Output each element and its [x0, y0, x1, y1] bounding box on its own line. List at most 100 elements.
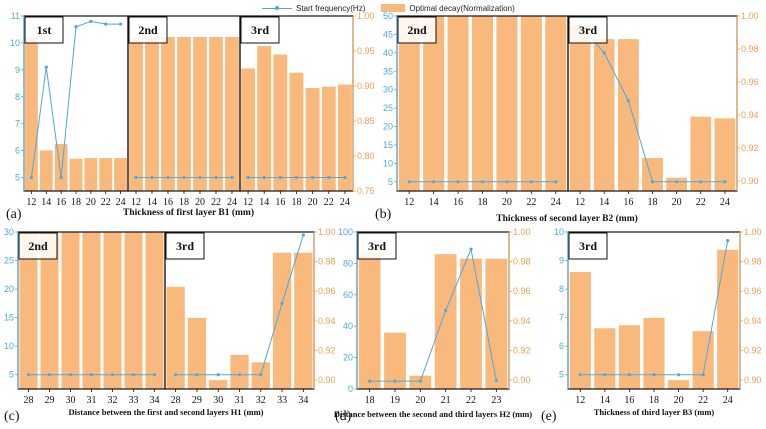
- frequency-point-30: [216, 373, 220, 377]
- left-tick-label: 35: [383, 66, 393, 76]
- x-axis-title: Thickness of first layer B1 (mm): [123, 207, 254, 218]
- x-tick-label: 14: [429, 197, 439, 208]
- left-tick-label: 15: [4, 313, 14, 323]
- bar-b-3rd-16: [617, 39, 639, 192]
- bar-c-2nd-29: [40, 232, 59, 389]
- frequency-point-24: [723, 180, 727, 184]
- left-tick-label: 9: [559, 256, 564, 266]
- legend-item-frequency: Start frequency(Hz): [262, 4, 365, 13]
- bar-c-3rd-30: [209, 380, 228, 389]
- group-label: 2nd: [28, 239, 48, 253]
- frequency-point-20: [311, 175, 315, 180]
- frequency-point-32: [110, 373, 115, 377]
- bar-a-1st-16: [54, 144, 68, 191]
- right-tick-label: 0.90: [513, 375, 531, 385]
- bar-a-3rd-14: [257, 46, 272, 191]
- left-tick-label: 7: [15, 119, 20, 129]
- right-tick-label: 0.94: [318, 316, 336, 326]
- legend-bar-swatch-icon: [381, 4, 406, 12]
- x-tick-label: 18: [365, 395, 375, 406]
- group-label-box: [128, 16, 168, 44]
- frequency-point-20: [198, 175, 202, 180]
- panel-label: (c): [4, 409, 20, 424]
- x-tick-label: 22: [696, 197, 706, 208]
- x-tick-label: 16: [623, 197, 633, 208]
- right-tick-label: 0.95: [357, 46, 375, 56]
- x-tick-label: 29: [192, 395, 202, 406]
- bar-b-2nd-22: [520, 16, 542, 191]
- frequency-point-16: [627, 373, 632, 377]
- group-label: 3rd: [579, 23, 597, 37]
- left-tick-label: 8: [559, 284, 564, 294]
- bar-d-3rd-18: [358, 252, 381, 389]
- frequency-point-18: [368, 379, 372, 383]
- left-tick-label: 7: [559, 313, 564, 323]
- left-tick-label: 60: [343, 290, 353, 300]
- x-tick-label: 14: [41, 197, 51, 208]
- x-tick-label: 20: [674, 395, 684, 406]
- bar-c-2nd-33: [124, 232, 143, 389]
- frequency-point-24: [343, 175, 347, 180]
- group-label: 3rd: [251, 23, 269, 37]
- right-tick-label: 1.00: [513, 227, 531, 237]
- bar-a-3rd-16: [273, 54, 288, 191]
- right-tick-label: 0.96: [318, 286, 336, 296]
- x-tick-label: 16: [56, 197, 66, 208]
- x-tick-label: 12: [26, 197, 36, 208]
- x-tick-label: 24: [116, 197, 126, 208]
- bar-a-3rd-18: [289, 72, 304, 191]
- right-tick-label: 0.80: [357, 151, 375, 161]
- bar-a-2nd-22: [209, 37, 223, 191]
- x-tick-label: 20: [415, 395, 425, 406]
- bar-a-1st-12: [25, 37, 38, 191]
- left-tick-label: 20: [4, 284, 14, 294]
- left-tick-label: 6: [15, 146, 20, 156]
- x-tick-label: 23: [491, 395, 501, 406]
- bar-a-2nd-12: [129, 37, 143, 191]
- legend-line-marker-icon: [262, 4, 292, 12]
- frequency-point-12: [407, 180, 411, 184]
- bar-e-3rd-12: [569, 271, 591, 389]
- frequency-point-18: [480, 180, 485, 184]
- group-label: 2nd: [138, 23, 158, 37]
- x-tick-label: 16: [453, 197, 463, 208]
- frequency-point-18: [182, 175, 186, 180]
- left-tick-label: 10: [554, 227, 564, 237]
- left-tick-label: 25: [383, 103, 393, 113]
- x-tick-label: 34: [298, 395, 308, 406]
- frequency-point-20: [89, 19, 93, 23]
- bar-b-3rd-20: [666, 177, 688, 191]
- x-tick-label: 31: [235, 395, 245, 406]
- frequency-point-16: [166, 175, 170, 180]
- right-tick-label: 0.90: [357, 81, 375, 91]
- bar-a-1st-24: [114, 158, 127, 191]
- x-tick-label: 16: [624, 395, 634, 406]
- frequency-point-16: [59, 175, 63, 180]
- frequency-point-14: [603, 373, 607, 377]
- x-axis-title: Thickness of third layer B3 (mm): [594, 407, 715, 417]
- group-label-box: [568, 16, 608, 44]
- frequency-point-12: [578, 373, 582, 377]
- group-label-box: [18, 232, 58, 260]
- left-tick-label: 5: [9, 370, 14, 380]
- left-tick-label: 30: [4, 227, 14, 237]
- bar-c-2nd-28: [19, 232, 38, 389]
- right-tick-label: 0.98: [318, 257, 336, 267]
- left-tick-label: 5: [388, 177, 393, 187]
- frequency-point-22: [469, 247, 473, 251]
- x-tick-label: 18: [649, 395, 659, 406]
- frequency-point-23: [494, 378, 498, 382]
- group-label: 3rd: [579, 239, 597, 253]
- right-tick-label: 0.94: [744, 316, 762, 326]
- bar-c-3rd-28: [166, 286, 185, 389]
- group-label-box: [240, 16, 280, 44]
- x-tick-label: 24: [551, 197, 561, 208]
- frequency-point-29: [47, 373, 52, 377]
- frequency-point-16: [626, 99, 630, 103]
- group-label-box: [24, 16, 64, 44]
- legend: Start frequency(Hz) Optimal decay(Normal…: [262, 2, 531, 14]
- frequency-point-20: [418, 379, 422, 383]
- frequency-point-22: [699, 180, 703, 184]
- x-tick-label: 21: [441, 395, 451, 406]
- x-tick-label: 18: [292, 197, 302, 208]
